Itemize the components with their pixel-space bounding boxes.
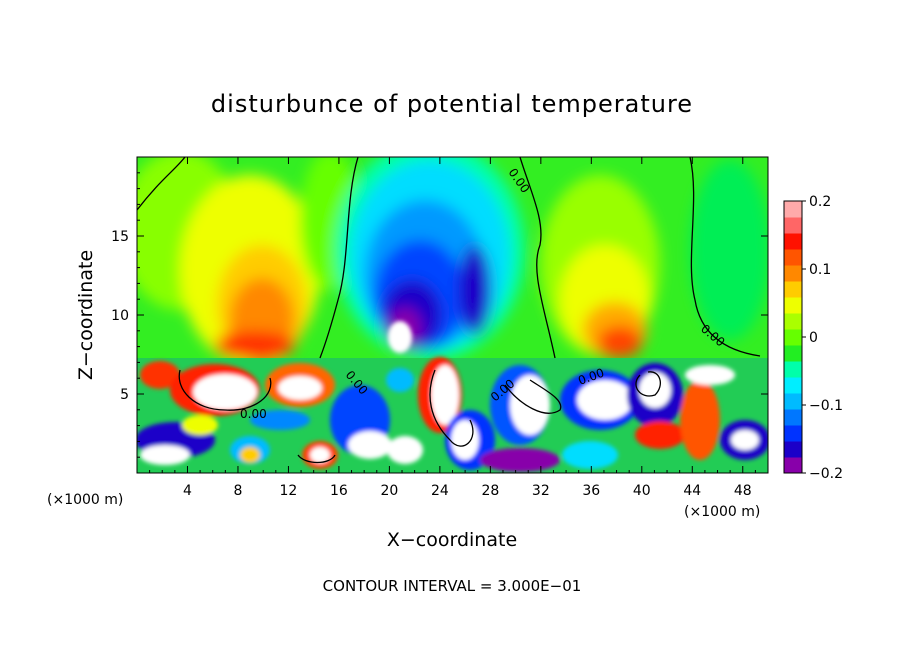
lower-layer — [137, 357, 768, 472]
colorbar-tick-label: 0.1 — [809, 262, 831, 278]
x-tick-label: 4 — [183, 483, 192, 499]
y-tick-label: 10 — [111, 308, 129, 324]
colorbar-swatch — [784, 345, 802, 362]
colorbar-swatch — [784, 297, 802, 314]
x-tick-label: 48 — [734, 483, 752, 499]
colorbar-swatch — [784, 377, 802, 394]
y-axis-label: Z−coordinate — [75, 250, 97, 380]
colorbar-swatch — [784, 425, 802, 442]
colorbar-swatch — [784, 409, 802, 426]
x-axis-label: X−coordinate — [387, 529, 517, 551]
upper-layer — [137, 157, 768, 365]
colorbar-tick-label: 0.2 — [809, 194, 831, 210]
colorbar-ticks: 0.2 0.1 0 −0.1 −0.2 — [802, 194, 843, 482]
y-axis-unit: (×1000 m) — [47, 492, 123, 508]
x-tick-label: 24 — [431, 483, 449, 499]
upper-white-core — [388, 321, 412, 353]
x-axis-unit: (×1000 m) — [684, 504, 760, 520]
colorbar-swatch — [784, 457, 802, 474]
colorbar-swatch — [784, 249, 802, 266]
contour-lines — [137, 157, 761, 464]
colorbar-swatch — [784, 281, 802, 298]
colorbar-swatch — [784, 393, 802, 410]
colorbar-swatch — [784, 233, 802, 250]
y-tick-label: 15 — [111, 229, 129, 245]
x-tick-label: 16 — [330, 483, 348, 499]
y-axis-ticks: 5 10 15 — [111, 172, 768, 458]
contour-label-4: 0.00 — [240, 407, 267, 421]
y-tick-label: 5 — [120, 387, 129, 403]
chart-title: disturbunce of potential temperature — [211, 90, 693, 118]
contour-interval-text: CONTOUR INTERVAL = 3.000E−01 — [323, 577, 582, 595]
colorbar-tick-label: −0.1 — [809, 398, 843, 414]
x-tick-label: 8 — [233, 483, 242, 499]
x-tick-label: 28 — [481, 483, 499, 499]
x-tick-label: 40 — [633, 483, 651, 499]
colorbar-swatch — [784, 313, 802, 330]
colorbar-swatch — [784, 441, 802, 458]
x-tick-label: 36 — [582, 483, 600, 499]
x-tick-label: 32 — [532, 483, 550, 499]
colorbar — [784, 201, 802, 474]
x-tick-label: 20 — [380, 483, 398, 499]
x-axis-ticks: 4 8 12 16 20 24 28 32 36 40 44 48 — [149, 157, 756, 499]
colorbar-tick-label: 0 — [809, 330, 818, 346]
colorbar-tick-label: −0.2 — [809, 466, 843, 482]
heatmap-field: 0.00 0.00 0.00 0.00 0.00 0.00 — [137, 157, 768, 473]
colorbar-swatch — [784, 201, 802, 218]
x-tick-label: 44 — [683, 483, 701, 499]
colorbar-swatch — [784, 265, 802, 282]
colorbar-swatch — [784, 329, 802, 346]
x-tick-label: 12 — [280, 483, 298, 499]
colorbar-swatch — [784, 361, 802, 378]
colorbar-swatch — [784, 217, 802, 234]
